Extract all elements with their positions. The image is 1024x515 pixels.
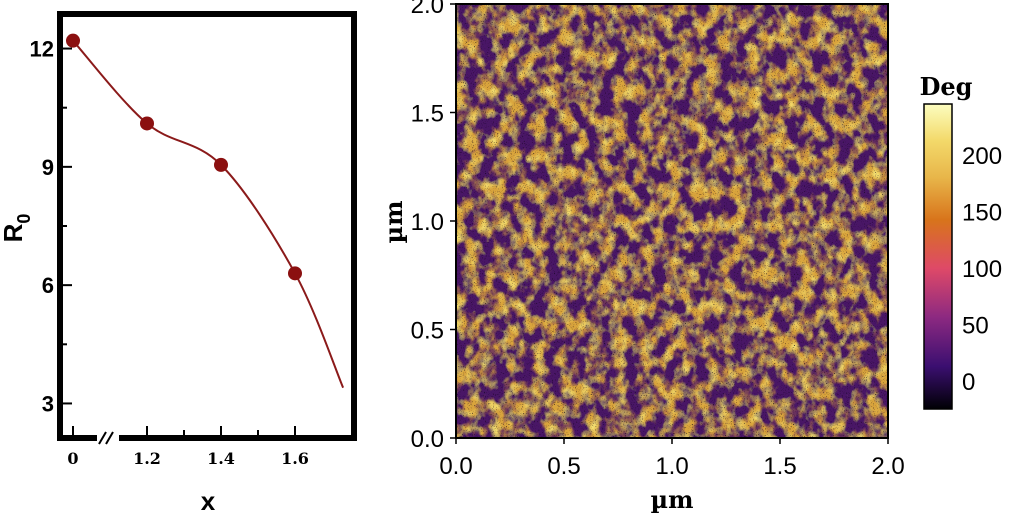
colorbar-title: Deg: [920, 72, 973, 101]
y-tick-label: 6: [42, 273, 54, 298]
x-tick-label: 1.6: [281, 449, 309, 468]
y-tick-label: 1.5: [411, 101, 444, 128]
right-x-tick-labels: 0.0 0.5 1.0 1.5 2.0: [439, 453, 904, 480]
x-tick-label: 1.5: [763, 453, 796, 480]
phase-image: [456, 4, 888, 438]
left-x-tick-labels: 0 1.2 1.4 1.6: [67, 449, 308, 468]
data-point: [288, 266, 302, 281]
colorbar-tick-label: 200: [962, 143, 1002, 170]
colorbar-tick-label: 0: [962, 369, 975, 396]
colorbar-tick-labels: 0 50 100 150 200: [962, 143, 1002, 396]
data-point: [140, 116, 154, 131]
left-markers: [66, 33, 302, 281]
y-tick-label: 0.5: [411, 318, 444, 345]
axis-break-mark: [105, 431, 114, 445]
x-tick-label: 0.0: [439, 453, 472, 480]
left-y-tick-labels: 3 6 9 12: [30, 37, 54, 417]
axis-break-mark: [98, 431, 107, 445]
x-tick-label: 0: [67, 449, 78, 468]
colorbar-tick-label: 150: [962, 199, 1002, 226]
data-point: [66, 33, 80, 48]
x-tick-label: 1.0: [655, 453, 688, 480]
colorbar-tick-label: 50: [962, 312, 989, 339]
colorbar: [923, 103, 953, 410]
x-tick-label: 1.2: [133, 449, 161, 468]
right-x-axis-label: µm: [651, 485, 694, 514]
y-tick-label: 1.0: [411, 209, 444, 236]
y-tick-label: 3: [42, 391, 54, 416]
left-x-axis-label: x: [201, 486, 216, 515]
axis-break-mask: [97, 432, 119, 444]
right-ticks: [450, 3, 889, 444]
right-y-axis-label: µm: [379, 201, 408, 244]
x-tick-label: 0.5: [547, 453, 580, 480]
right-chart: 0.0 0.5 1.0 1.5 2.0 0.0 0.5 1.0 1.5 2.0 µm µm De…: [379, 0, 1002, 514]
y-tick-label: 9: [42, 155, 54, 180]
y-tick-label: 2.0: [411, 0, 444, 19]
x-tick-label: 2.0: [871, 453, 904, 480]
left-y-axis-label: R0: [0, 214, 34, 243]
right-y-tick-labels: 0.0 0.5 1.0 1.5 2.0: [411, 0, 444, 453]
y-tick-label: 12: [30, 37, 54, 62]
left-y-axis-label-subscript: 0: [14, 214, 34, 224]
y-tick-label: 0.0: [411, 426, 444, 453]
left-y-axis-label-main: R: [0, 223, 28, 242]
colorbar-tick-label: 100: [962, 256, 1002, 283]
left-ticks: [63, 47, 296, 435]
data-point: [214, 157, 228, 172]
x-tick-label: 1.4: [207, 449, 235, 468]
